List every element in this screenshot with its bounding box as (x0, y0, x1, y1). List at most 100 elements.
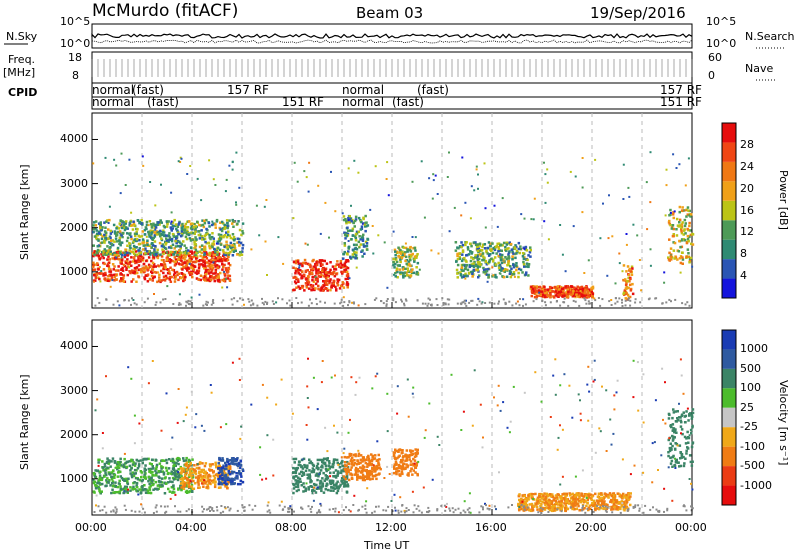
power-cell (293, 275, 297, 279)
velocity-cell (103, 469, 107, 472)
power-cell (203, 248, 207, 252)
velocity-cell (328, 481, 332, 484)
power-cell (509, 265, 512, 268)
power-cell (309, 264, 312, 268)
power-cell (680, 230, 683, 233)
power-cell (209, 258, 213, 262)
velocity-cell (170, 459, 173, 462)
velocity-cell (143, 467, 146, 470)
velocity-cell (398, 473, 401, 476)
power-cell (511, 250, 514, 253)
velocity-cell (346, 460, 349, 464)
power-cell (505, 241, 508, 244)
velocity-cell (129, 486, 132, 489)
power-cell (361, 222, 365, 225)
velocity-cell (356, 478, 359, 481)
velocity-cell (365, 475, 368, 479)
power-cell (126, 258, 129, 261)
velocity-cell (180, 472, 183, 475)
velocity-cell (204, 482, 207, 485)
velocity-cell (372, 467, 375, 471)
power-cell (399, 271, 402, 274)
velocity-cell (315, 487, 319, 490)
ground-scatter-cell (207, 301, 209, 304)
power-cell (160, 244, 164, 248)
power-cell (529, 248, 532, 252)
velocity-cell (547, 507, 551, 511)
power-cell (345, 274, 349, 277)
power-cell (569, 170, 572, 173)
power-cell (194, 246, 197, 249)
ground-scatter-cell (627, 299, 630, 302)
velocity-cell (563, 502, 566, 505)
power-cell (138, 242, 142, 246)
velocity-cell (113, 473, 117, 477)
velocity-cell (394, 461, 398, 464)
power-cell (358, 246, 361, 249)
power-cell (675, 234, 679, 237)
power-cell (348, 221, 352, 224)
power-cell (115, 274, 118, 277)
velocity-cell (411, 473, 414, 476)
velocity-cell (235, 459, 238, 463)
velocity-cell (302, 457, 306, 461)
velocity-cell (141, 484, 144, 488)
power-cell (178, 249, 181, 252)
power-cell (170, 222, 173, 225)
power-cell (408, 253, 411, 257)
power-cell (614, 282, 617, 285)
power-cell (543, 289, 547, 293)
velocity-cell (231, 457, 234, 461)
power-cell (164, 274, 168, 278)
velocity-cell (321, 484, 325, 488)
power-cell (686, 238, 690, 241)
velocity-cell (209, 464, 212, 468)
power-cell (139, 268, 142, 271)
power-cell (322, 270, 326, 273)
velocity-cell (183, 482, 186, 486)
velocity-cell (320, 480, 323, 483)
velocity-cell (154, 487, 157, 491)
velocity-cell (354, 453, 357, 456)
power-cell (576, 285, 579, 288)
power-cell (140, 258, 143, 261)
power-cell (167, 240, 170, 243)
power-cell (578, 292, 581, 295)
power-cell (413, 247, 416, 250)
power-cell (521, 255, 525, 258)
velocity-cell (585, 493, 589, 496)
power-cell (194, 271, 197, 274)
power-cell (191, 270, 195, 273)
power-cell (170, 253, 173, 257)
power-cell (241, 243, 245, 247)
power-cell (401, 252, 405, 255)
velocity-cell (94, 469, 97, 472)
velocity-cell (401, 467, 404, 470)
power-cell (150, 246, 153, 249)
velocity-cell (186, 466, 190, 469)
power-cell (497, 254, 500, 258)
power-cell (197, 233, 201, 237)
power-cell (158, 232, 161, 235)
power-cell (418, 268, 421, 271)
velocity-cell (182, 467, 185, 471)
power-cell (625, 243, 628, 246)
power-cell (478, 250, 481, 253)
velocity-cell (154, 469, 157, 473)
power-cell (468, 263, 471, 267)
power-cell (132, 222, 136, 226)
power-cell (538, 291, 541, 294)
velocity-cell (306, 473, 309, 476)
power-cell (258, 234, 261, 237)
ground-scatter-cell (511, 304, 514, 307)
power-cell (502, 275, 506, 279)
velocity-cell (302, 473, 306, 476)
power-cell (203, 234, 207, 238)
power-cell (402, 246, 405, 249)
velocity-cell (342, 469, 345, 473)
velocity-cell (574, 504, 577, 507)
power-cell (485, 269, 489, 273)
velocity-cell (318, 486, 322, 490)
ground-scatter-cell (352, 301, 355, 304)
velocity-cell (191, 489, 194, 492)
